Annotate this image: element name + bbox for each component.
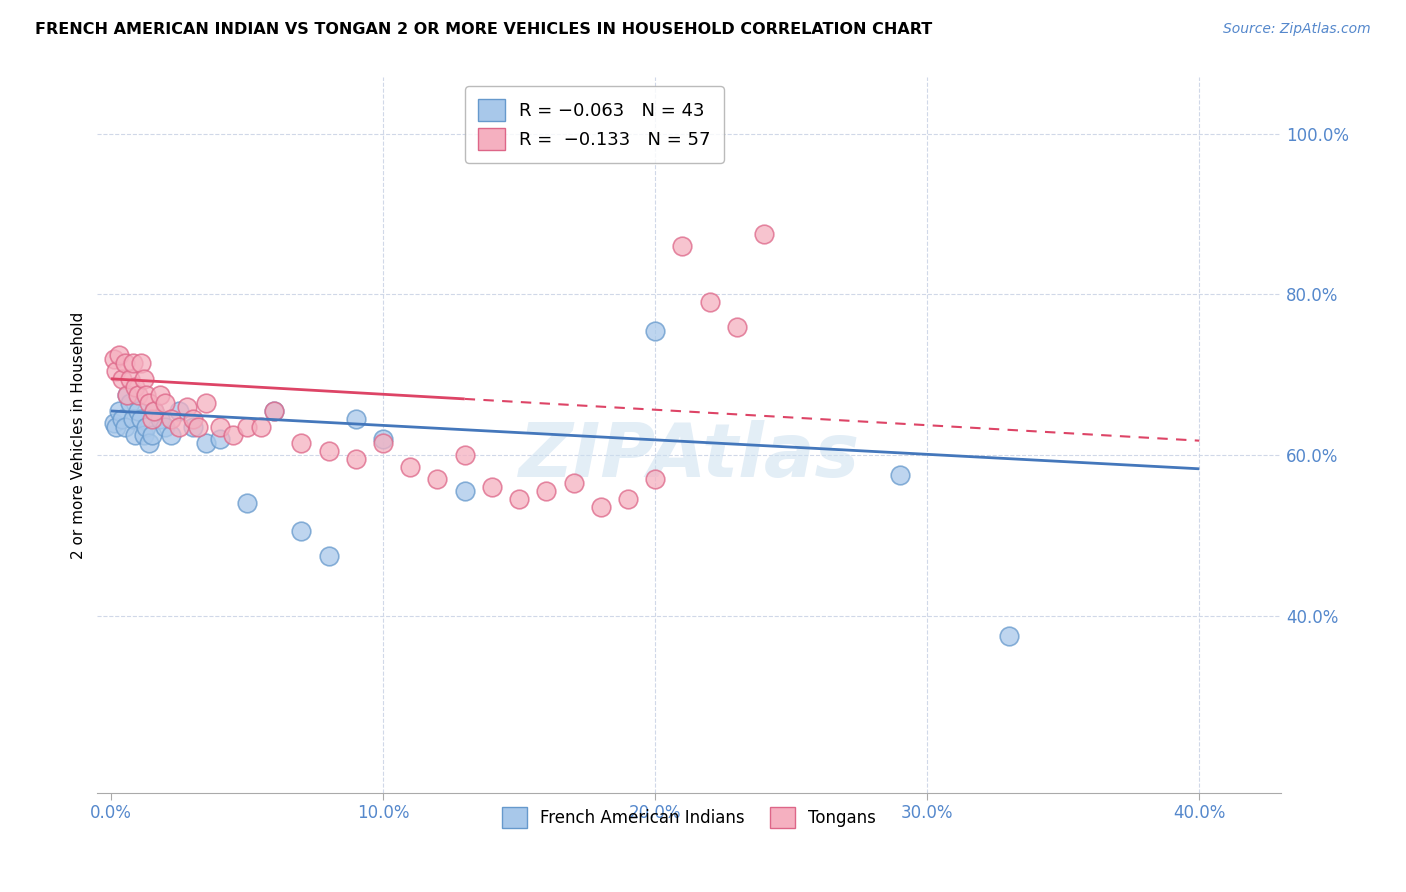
Point (290, 436, 312, 450)
Point (195, 396, 218, 410)
Point (108, 404, 131, 418)
Y-axis label: 2 or more Vehicles in Household: 2 or more Vehicles in Household (72, 311, 86, 558)
Point (143, 404, 166, 418)
Point (249, 420, 271, 434)
Text: Source: ZipAtlas.com: Source: ZipAtlas.com (1223, 22, 1371, 37)
Point (671, 239, 693, 253)
Point (318, 444, 340, 458)
Point (195, 436, 218, 450)
Point (536, 484, 558, 499)
Point (176, 400, 198, 414)
Point (149, 412, 172, 426)
Point (644, 324, 666, 338)
Text: ZIPAtlas: ZIPAtlas (519, 420, 859, 493)
Point (129, 356, 152, 370)
Point (135, 388, 157, 402)
Point (644, 472, 666, 486)
Point (124, 380, 146, 394)
Point (371, 432, 394, 446)
Point (141, 412, 163, 426)
Point (318, 549, 340, 563)
Point (127, 388, 149, 402)
Point (135, 420, 157, 434)
Point (111, 412, 134, 426)
Point (159, 412, 181, 426)
Point (117, 388, 139, 402)
Point (453, 448, 475, 462)
Point (111, 372, 134, 386)
Point (426, 472, 449, 486)
Point (117, 388, 139, 402)
Point (121, 412, 143, 426)
Point (508, 492, 530, 507)
Point (208, 432, 231, 446)
Point (752, 227, 775, 241)
Point (114, 356, 136, 370)
Text: FRENCH AMERICAN INDIAN VS TONGAN 2 OR MORE VEHICLES IN HOUSEHOLD CORRELATION CHA: FRENCH AMERICAN INDIAN VS TONGAN 2 OR MO… (35, 22, 932, 37)
Point (105, 364, 128, 378)
Point (127, 404, 149, 418)
Point (138, 396, 160, 410)
Point (132, 428, 155, 442)
Point (589, 500, 612, 515)
Point (371, 436, 394, 450)
Point (108, 348, 131, 362)
Point (181, 420, 204, 434)
Point (236, 420, 259, 434)
Point (167, 404, 190, 418)
Point (344, 452, 367, 467)
Point (132, 372, 155, 386)
Point (187, 420, 209, 434)
Point (453, 484, 475, 499)
Point (121, 356, 143, 370)
Point (114, 420, 136, 434)
Point (103, 351, 125, 366)
Point (138, 436, 160, 450)
Point (181, 412, 204, 426)
Point (159, 428, 181, 442)
Point (290, 524, 312, 539)
Point (562, 476, 585, 491)
Point (103, 416, 125, 430)
Point (124, 428, 146, 442)
Point (263, 404, 285, 418)
Point (263, 404, 285, 418)
Point (889, 468, 911, 483)
Point (143, 404, 166, 418)
Point (344, 412, 367, 426)
Point (155, 420, 177, 434)
Point (118, 372, 141, 386)
Point (167, 420, 190, 434)
Point (208, 420, 231, 434)
Point (725, 319, 748, 334)
Point (105, 420, 128, 434)
Point (149, 388, 172, 402)
Legend: French American Indians, Tongans: French American Indians, Tongans (495, 801, 883, 834)
Point (399, 460, 422, 475)
Point (236, 496, 259, 510)
Point (222, 428, 245, 442)
Point (998, 629, 1021, 643)
Point (155, 396, 177, 410)
Point (699, 295, 721, 310)
Point (481, 480, 503, 494)
Point (617, 492, 640, 507)
Point (129, 412, 152, 426)
Point (118, 396, 141, 410)
Point (141, 428, 163, 442)
